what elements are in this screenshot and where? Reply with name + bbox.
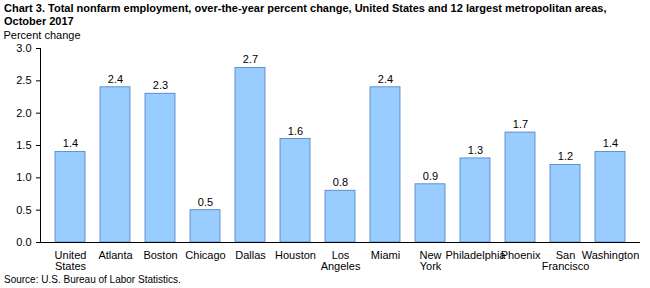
svg-text:0.5: 0.5 <box>16 204 31 216</box>
svg-text:Boston: Boston <box>143 249 177 261</box>
svg-text:3.0: 3.0 <box>16 42 31 54</box>
svg-text:2.4: 2.4 <box>108 73 123 85</box>
svg-text:2.0: 2.0 <box>16 107 31 119</box>
html-text:Chart 3. Total nonfarm employm: Chart 3. Total nonfarm employment, over-… <box>4 2 607 27</box>
svg-text:Phoenix: Phoenix <box>501 249 541 261</box>
svg-text:1.5: 1.5 <box>16 139 31 151</box>
svg-text:Houston: Houston <box>275 249 316 261</box>
svg-text:0.0: 0.0 <box>16 236 31 248</box>
svg-text:Washington: Washington <box>582 249 640 261</box>
svg-text:Percent change: Percent change <box>4 29 81 41</box>
svg-text:0.9: 0.9 <box>423 170 438 182</box>
svg-text:LosAngeles: LosAngeles <box>321 249 361 272</box>
svg-text:1.2: 1.2 <box>558 150 573 162</box>
svg-text:1.4: 1.4 <box>63 137 78 149</box>
html-text:Source: U.S. Bureau of Labor S: Source: U.S. Bureau of Labor Statistics. <box>4 274 181 285</box>
svg-text:Chicago: Chicago <box>185 249 225 261</box>
svg-text:2.7: 2.7 <box>243 53 258 65</box>
svg-text:2.5: 2.5 <box>16 74 31 86</box>
svg-text:0.8: 0.8 <box>333 176 348 188</box>
svg-text:NewYork: NewYork <box>419 249 441 272</box>
svg-text:Dallas: Dallas <box>235 249 266 261</box>
svg-text:Philadelphia: Philadelphia <box>446 249 507 261</box>
svg-text:0.5: 0.5 <box>198 196 213 208</box>
svg-text:Miami: Miami <box>371 249 400 261</box>
svg-text:2.3: 2.3 <box>153 79 168 91</box>
svg-text:1.6: 1.6 <box>288 125 303 137</box>
svg-text:1.7: 1.7 <box>513 118 528 130</box>
svg-text:1.3: 1.3 <box>468 144 483 156</box>
svg-text:Atlanta: Atlanta <box>98 249 133 261</box>
html-text:San: San <box>555 249 576 262</box>
svg-text:UnitedStates: UnitedStates <box>55 249 87 272</box>
svg-text:2.4: 2.4 <box>378 73 393 85</box>
svg-text:1.4: 1.4 <box>603 137 618 149</box>
html-text:Francisco: Francisco <box>541 260 590 273</box>
svg-text:1.0: 1.0 <box>16 171 31 183</box>
